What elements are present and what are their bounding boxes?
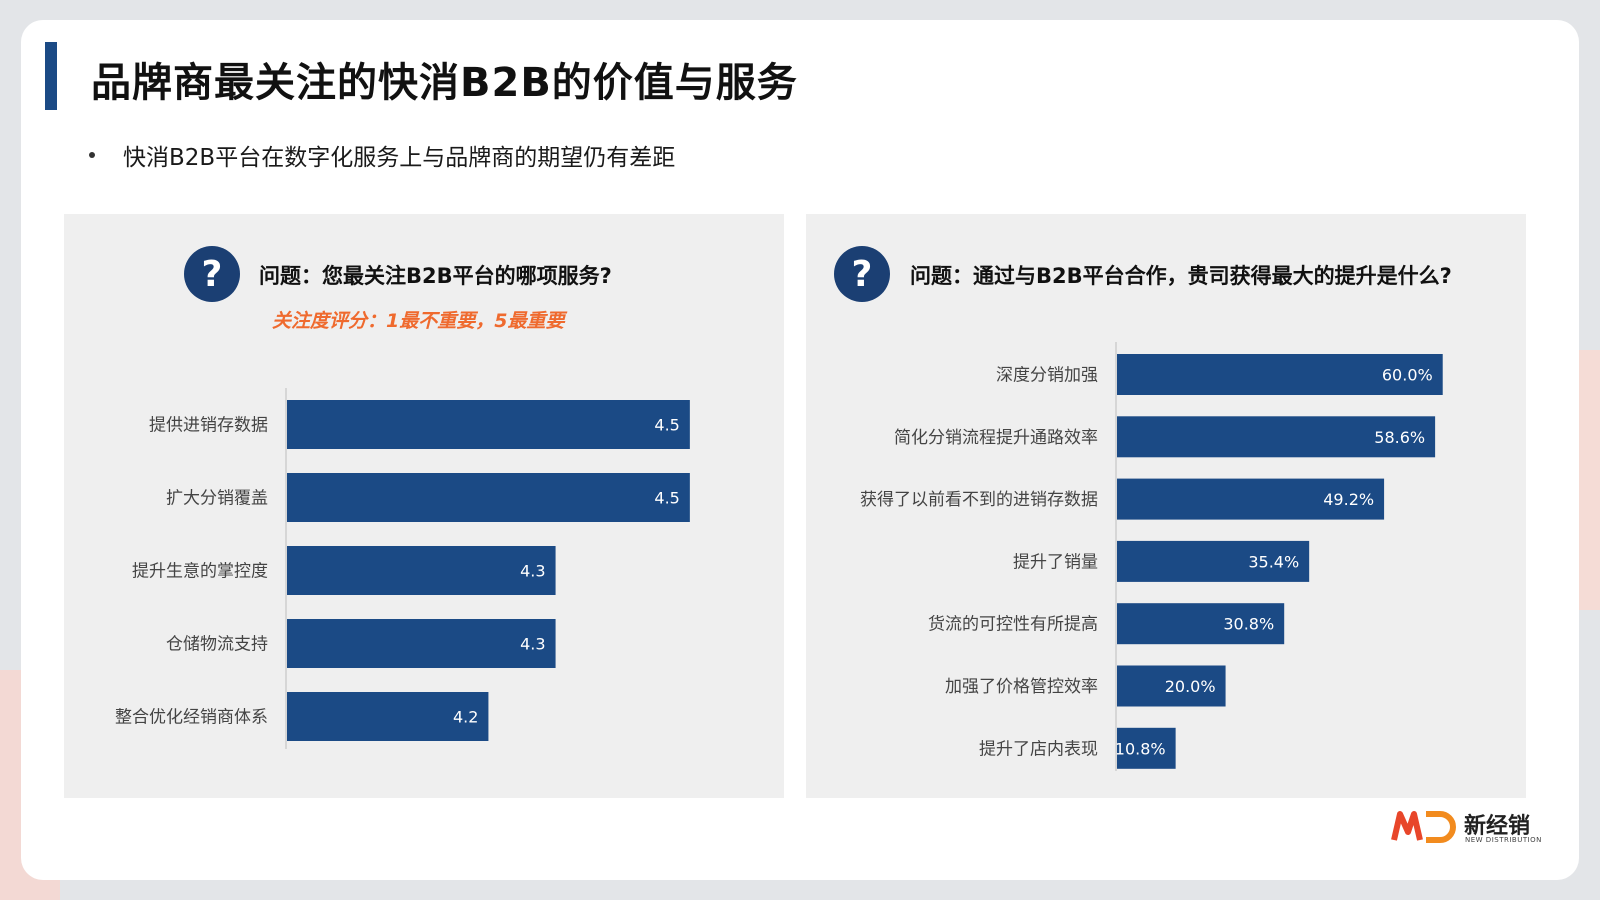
chart-value-label: 4.5 (654, 416, 679, 435)
question-mark-icon: ? (184, 246, 240, 302)
chart-category-label: 提升了销量 (1013, 552, 1098, 572)
chart-bar (1117, 540, 1310, 582)
chart-bar (287, 473, 690, 522)
chart-bar (1117, 478, 1385, 520)
bullet-point: 快消B2B平台在数字化服务上与品牌商的期望仍有差距 (89, 138, 675, 172)
chart-category-label: 获得了以前看不到的进销存数据 (860, 490, 1098, 510)
right-bar-chart: 深度分销加强 60.0% 简化分销流程提升通路效率 58.6% 获得了以前看不到的进销存… (860, 342, 1443, 771)
chart-bar (287, 619, 556, 668)
chart-value-label: 60.0% (1382, 366, 1433, 385)
slide-canvas: 品牌商最关注的快消B2B的价值与服务 快消B2B平台在数字化服务上与品牌商的期望… (21, 20, 1579, 880)
logo-subtitle: NEW DISTRIBUTION (1465, 836, 1542, 844)
bullet-text: 快消B2B平台在数字化服务上与品牌商的期望仍有差距 (123, 145, 676, 171)
chart-bar (287, 546, 556, 595)
chart-value-label: 30.8% (1223, 615, 1274, 634)
title-accent-bar (45, 42, 57, 110)
chart-value-label: 4.5 (654, 489, 679, 508)
chart-value-label: 20.0% (1165, 677, 1216, 696)
right-chart-panel: ? 问题：通过与B2B平台合作，贵司获得最大的提升是什么? 深度分销加强 60.0… (806, 214, 1526, 798)
chart-category-label: 深度分销加强 (996, 366, 1098, 386)
chart-category-label: 加强了价格管控效率 (945, 677, 1098, 697)
chart-bar (1117, 416, 1436, 458)
chart-category-label: 提升生意的掌控度 (132, 562, 268, 582)
chart-bar (1117, 354, 1443, 395)
chart-bar (1117, 665, 1226, 707)
chart-value-label: 49.2% (1323, 490, 1374, 509)
chart-category-label: 仓储物流支持 (166, 635, 268, 655)
chart-value-label: 58.6% (1374, 428, 1425, 447)
page-title: 品牌商最关注的快消B2B的价值与服务 (91, 60, 798, 106)
chart-value-label: 10.8% (1115, 739, 1166, 758)
chart-bar (287, 400, 690, 449)
right-question: 问题：通过与B2B平台合作，贵司获得最大的提升是什么? (910, 264, 1452, 288)
chart-category-label: 扩大分销覆盖 (166, 489, 268, 509)
left-rating-note: 关注度评分：1最不重要，5最重要 (272, 310, 565, 332)
left-chart-panel: ? 问题：您最关注B2B平台的哪项服务? 关注度评分：1最不重要，5最重要 提供… (64, 214, 784, 798)
logo-name: 新经销 (1464, 814, 1531, 839)
chart-category-label: 简化分销流程提升通路效率 (894, 428, 1098, 448)
chart-value-label: 35.4% (1248, 552, 1299, 571)
chart-category-label: 提供进销存数据 (149, 416, 268, 436)
question-mark-icon: ? (834, 246, 890, 302)
chart-category-label: 整合优化经销商体系 (115, 708, 268, 728)
chart-category-label: 提升了店内表现 (979, 739, 1098, 759)
left-bar-chart: 提供进销存数据 4.5 扩大分销覆盖 4.5 提升生意的掌控度 4.3 仓储物流支持 4.3 整… (115, 388, 690, 749)
chart-category-label: 货流的可控性有所提高 (928, 615, 1098, 635)
left-question: 问题：您最关注B2B平台的哪项服务? (259, 264, 612, 288)
chart-value-label: 4.3 (520, 635, 545, 654)
chart-value-label: 4.3 (520, 562, 545, 581)
chart-bar (287, 692, 489, 741)
chart-bar (1117, 727, 1176, 769)
brand-logo-icon (1391, 811, 1456, 843)
chart-value-label: 4.2 (453, 708, 478, 727)
chart-bar (1117, 603, 1285, 645)
bullet-dot-icon (89, 152, 95, 158)
